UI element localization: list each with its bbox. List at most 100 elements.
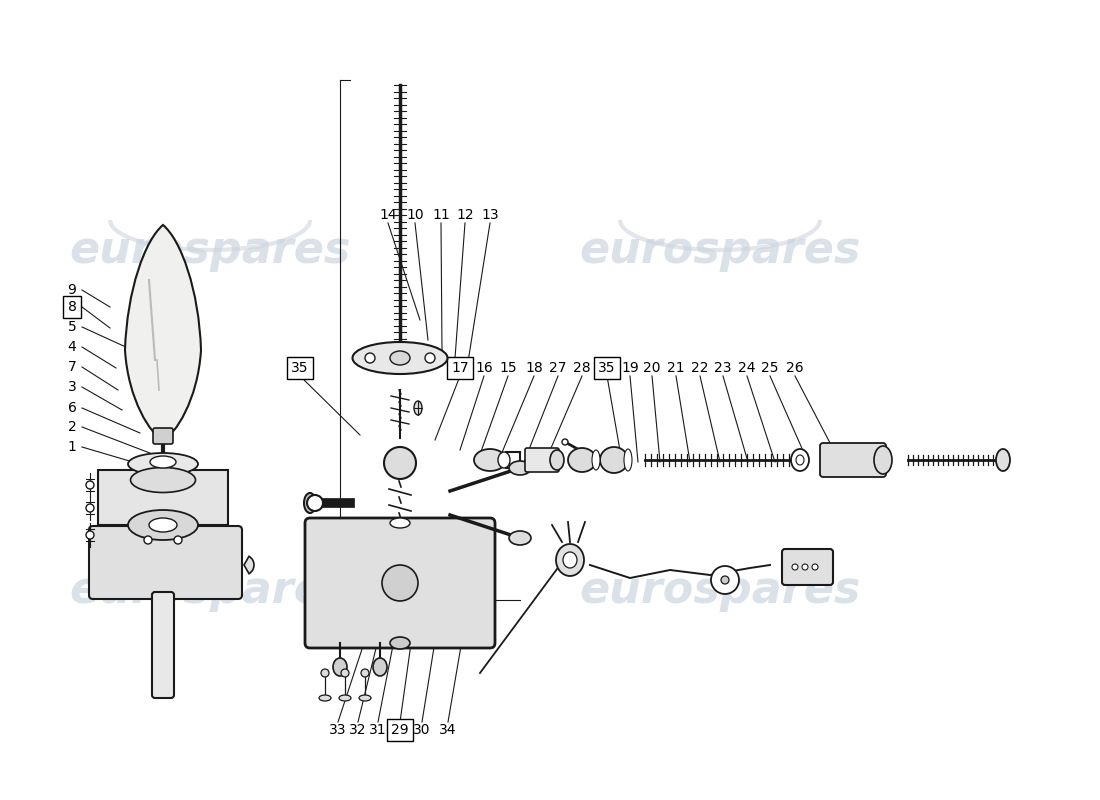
Text: eurospares: eurospares xyxy=(69,569,351,611)
Ellipse shape xyxy=(509,531,531,545)
FancyBboxPatch shape xyxy=(782,549,833,585)
Text: 15: 15 xyxy=(499,361,517,375)
Ellipse shape xyxy=(304,493,316,513)
Ellipse shape xyxy=(498,452,510,468)
Circle shape xyxy=(812,564,818,570)
Text: 30: 30 xyxy=(414,723,431,737)
Ellipse shape xyxy=(333,658,346,676)
FancyBboxPatch shape xyxy=(89,526,242,599)
Wedge shape xyxy=(244,556,254,574)
Text: 8: 8 xyxy=(67,300,76,314)
Ellipse shape xyxy=(414,401,422,415)
Text: 32: 32 xyxy=(350,723,366,737)
Text: 23: 23 xyxy=(714,361,732,375)
Circle shape xyxy=(307,495,323,511)
Ellipse shape xyxy=(509,461,531,475)
Text: 4: 4 xyxy=(67,340,76,354)
Text: 6: 6 xyxy=(67,401,76,415)
Circle shape xyxy=(562,439,568,445)
FancyBboxPatch shape xyxy=(305,518,495,648)
Ellipse shape xyxy=(874,446,892,474)
Ellipse shape xyxy=(319,695,331,701)
Ellipse shape xyxy=(996,449,1010,471)
Circle shape xyxy=(711,566,739,594)
Ellipse shape xyxy=(796,455,804,465)
Circle shape xyxy=(425,353,435,363)
Ellipse shape xyxy=(550,450,564,470)
Text: 5: 5 xyxy=(67,320,76,334)
Text: 7: 7 xyxy=(67,360,76,374)
FancyBboxPatch shape xyxy=(98,470,228,525)
Text: 20: 20 xyxy=(644,361,661,375)
FancyBboxPatch shape xyxy=(820,443,886,477)
Ellipse shape xyxy=(390,351,410,365)
Text: 31: 31 xyxy=(370,723,387,737)
Text: 25: 25 xyxy=(761,361,779,375)
Text: 21: 21 xyxy=(668,361,685,375)
Text: eurospares: eurospares xyxy=(580,229,860,271)
Ellipse shape xyxy=(359,695,371,701)
Text: 9: 9 xyxy=(67,283,76,297)
Circle shape xyxy=(802,564,808,570)
Ellipse shape xyxy=(352,342,448,374)
Circle shape xyxy=(384,447,416,479)
FancyBboxPatch shape xyxy=(525,448,559,472)
Text: 16: 16 xyxy=(475,361,493,375)
Text: 11: 11 xyxy=(432,208,450,222)
Ellipse shape xyxy=(128,453,198,475)
Ellipse shape xyxy=(563,552,578,568)
Circle shape xyxy=(86,504,94,512)
Circle shape xyxy=(365,353,375,363)
Circle shape xyxy=(174,536,182,544)
Ellipse shape xyxy=(131,467,196,493)
Text: 10: 10 xyxy=(406,208,424,222)
Ellipse shape xyxy=(720,576,729,584)
Text: 22: 22 xyxy=(691,361,708,375)
Ellipse shape xyxy=(592,450,600,470)
Text: 12: 12 xyxy=(456,208,474,222)
PathPatch shape xyxy=(125,225,201,440)
Ellipse shape xyxy=(382,565,418,601)
Ellipse shape xyxy=(474,449,506,471)
Text: 29: 29 xyxy=(392,723,409,737)
Text: 19: 19 xyxy=(621,361,639,375)
Text: 27: 27 xyxy=(549,361,566,375)
Text: 34: 34 xyxy=(439,723,456,737)
Ellipse shape xyxy=(568,448,596,472)
Text: 14: 14 xyxy=(379,208,397,222)
Text: 3: 3 xyxy=(67,380,76,394)
FancyBboxPatch shape xyxy=(153,428,173,444)
Circle shape xyxy=(86,481,94,489)
Text: 17: 17 xyxy=(451,361,469,375)
Ellipse shape xyxy=(128,510,198,540)
Text: 33: 33 xyxy=(329,723,346,737)
Text: 2: 2 xyxy=(67,420,76,434)
Text: eurospares: eurospares xyxy=(580,569,860,611)
Circle shape xyxy=(792,564,798,570)
Text: 18: 18 xyxy=(525,361,543,375)
Ellipse shape xyxy=(321,669,329,677)
Circle shape xyxy=(144,536,152,544)
Ellipse shape xyxy=(600,447,628,473)
Ellipse shape xyxy=(390,637,410,649)
Text: 26: 26 xyxy=(786,361,804,375)
Ellipse shape xyxy=(339,695,351,701)
Text: 35: 35 xyxy=(598,361,616,375)
Text: 1: 1 xyxy=(67,440,76,454)
Text: eurospares: eurospares xyxy=(69,229,351,271)
Ellipse shape xyxy=(148,518,177,532)
Text: 28: 28 xyxy=(573,361,591,375)
Text: 35: 35 xyxy=(292,361,309,375)
Ellipse shape xyxy=(361,669,368,677)
Circle shape xyxy=(86,531,94,539)
Ellipse shape xyxy=(624,449,632,471)
Text: 24: 24 xyxy=(738,361,756,375)
Ellipse shape xyxy=(150,456,176,468)
Ellipse shape xyxy=(341,669,349,677)
Ellipse shape xyxy=(373,658,387,676)
Ellipse shape xyxy=(390,518,410,528)
Text: 13: 13 xyxy=(481,208,498,222)
FancyBboxPatch shape xyxy=(152,592,174,698)
Ellipse shape xyxy=(791,449,808,471)
Ellipse shape xyxy=(556,544,584,576)
